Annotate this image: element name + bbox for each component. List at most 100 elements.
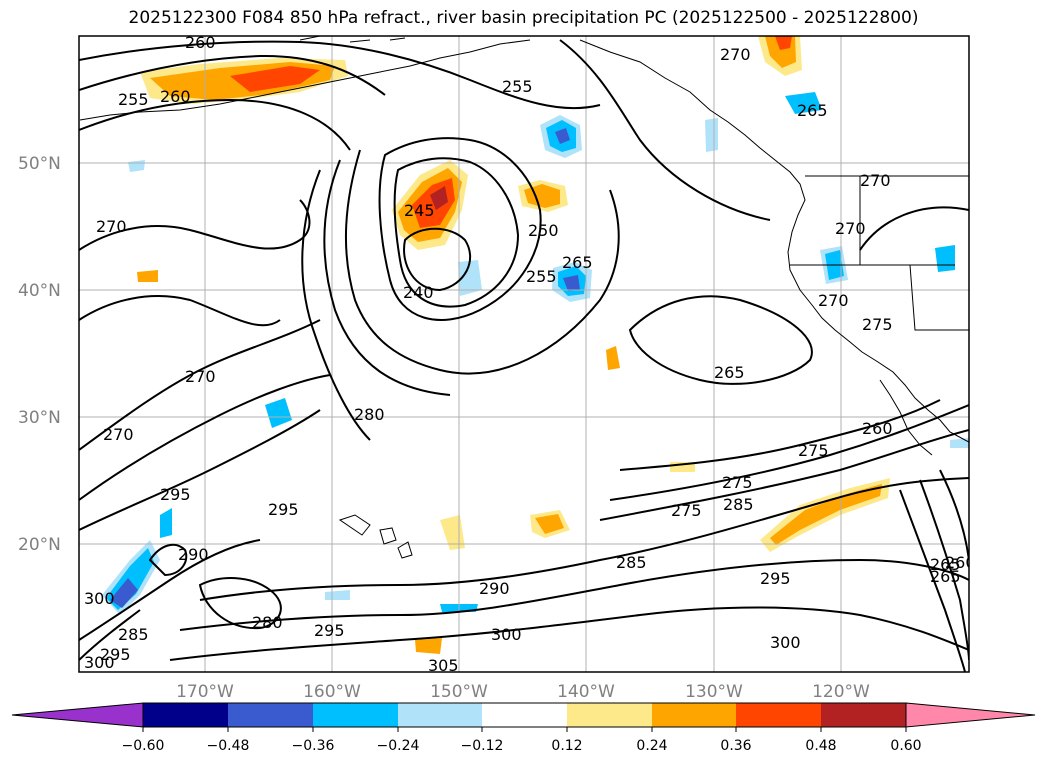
colorbar-bin <box>567 703 652 727</box>
contour-label: 270 <box>818 291 849 310</box>
negative-anomaly-patch <box>265 398 292 428</box>
positive-anomaly-patch <box>606 346 620 370</box>
contour-label: 285 <box>616 553 647 572</box>
contour-label: 295 <box>100 645 131 664</box>
positive-anomaly-patch <box>535 514 564 534</box>
colorbar-bin <box>313 703 398 727</box>
plot-area: 260 270 255 260 255 265 270 245 250 255 … <box>79 33 969 675</box>
contour-label: 270 <box>860 171 891 190</box>
baja-california <box>879 379 933 456</box>
graticule <box>79 36 969 672</box>
contour-label: 240 <box>403 283 434 302</box>
contour-label: 265 <box>930 555 961 574</box>
contour-label: 255 <box>502 77 533 96</box>
colorbar-tick-label: −0.48 <box>207 738 250 754</box>
contour-label: 295 <box>314 621 345 640</box>
negative-anomaly-patch <box>128 160 145 172</box>
negative-anomaly-patch <box>935 245 955 272</box>
positive-anomaly-patch <box>415 638 442 654</box>
positive-anomaly-patch <box>230 66 320 92</box>
contour-label: 295 <box>160 485 191 504</box>
plot-border <box>78 35 970 673</box>
colorbar-tick-label: 0.24 <box>636 738 667 754</box>
contour-label: 270 <box>103 425 134 444</box>
contour-label: 305 <box>428 656 459 675</box>
contour-label: 275 <box>671 501 702 520</box>
shaded-anomalies <box>102 36 969 654</box>
map-title: 2025122300 F084 850 hPa refract., river … <box>128 8 919 28</box>
colorbar-bin <box>482 703 567 727</box>
colorbar-tick-label: 0.48 <box>805 738 836 754</box>
positive-anomaly-patch <box>770 484 882 545</box>
latitude-labels: 50°N 40°N 30°N 20°N <box>18 154 61 555</box>
contour-label: 250 <box>528 221 559 240</box>
lat-label: 20°N <box>18 535 61 555</box>
lon-label: 130°W <box>685 682 743 702</box>
contour-label: 270 <box>835 219 866 238</box>
contour-label: 255 <box>118 90 149 109</box>
negative-anomaly-patch <box>950 438 969 448</box>
contour-label: 260 <box>862 419 893 438</box>
negative-anomaly-patch <box>325 590 350 600</box>
colorbar-tick-label: −0.36 <box>292 738 335 754</box>
contour-label: 285 <box>723 495 754 514</box>
hawaii-islands <box>338 514 413 559</box>
state-border <box>790 176 969 331</box>
negative-anomaly-patch <box>785 92 822 114</box>
contour-label: 300 <box>770 633 801 652</box>
colorbar-tick-label: 0.60 <box>890 738 921 754</box>
contour-label: 265 <box>797 101 828 120</box>
negative-anomaly-patch <box>458 260 482 296</box>
colorbar-tick-label: 0.36 <box>720 738 751 754</box>
contour-label: 290 <box>178 545 209 564</box>
contour-label: 285 <box>118 625 149 644</box>
contour-label: 290 <box>479 579 510 598</box>
lat-label: 30°N <box>18 408 61 428</box>
contour-labels: 260 270 255 260 255 265 270 245 250 255 … <box>84 33 969 675</box>
contour-label: 265 <box>930 567 961 586</box>
contour-label: 295 <box>268 500 299 519</box>
contour-label: 245 <box>404 201 435 220</box>
contour-label: 295 <box>760 569 791 588</box>
negative-anomaly-patch <box>705 118 718 152</box>
lon-label: 150°W <box>430 682 488 702</box>
contour-label: 275 <box>798 441 829 460</box>
colorbar-under-arrow <box>11 702 144 728</box>
lat-label: 40°N <box>18 281 61 301</box>
colorbar-tick-label: −0.12 <box>461 738 504 754</box>
negative-anomaly-patch <box>563 275 580 291</box>
coastlines <box>79 36 969 559</box>
north-america-coastline <box>579 39 969 443</box>
contour-label: 265 <box>714 363 745 382</box>
colorbar-tick-label: −0.24 <box>377 738 420 754</box>
colorbar-bin <box>821 703 906 727</box>
alaska-peninsula <box>79 39 531 121</box>
lon-label: 160°W <box>303 682 361 702</box>
contour-label: 260 <box>160 87 191 106</box>
refractivity-contours <box>79 39 969 672</box>
contour-label: 300 <box>84 589 115 608</box>
positive-anomaly-patch <box>137 270 158 282</box>
positive-anomaly-patch <box>430 186 448 210</box>
negative-anomaly-patch <box>110 578 138 608</box>
contour-label: 270 <box>96 217 127 236</box>
lon-label: 140°W <box>557 682 615 702</box>
contour-label: 260 <box>185 33 216 52</box>
contour-label: 270 <box>185 367 216 386</box>
colorbar: −0.60 −0.48 −0.36 −0.24 −0.12 0.12 0.24 … <box>11 702 1036 754</box>
contour-label: 275 <box>722 473 753 492</box>
colorbar-bin <box>228 703 313 727</box>
negative-anomaly-patch <box>555 128 570 144</box>
longitude-labels: 170°W 160°W 150°W 140°W 130°W 120°W <box>176 682 870 702</box>
contour-label: 275 <box>862 315 893 334</box>
colorbar-bin <box>143 703 228 727</box>
contour-label: 300 <box>491 625 522 644</box>
positive-anomaly-patch <box>775 36 792 50</box>
colorbar-bin <box>398 703 482 727</box>
contour-label: 300 <box>84 653 115 672</box>
contour-label: 255 <box>526 267 557 286</box>
colorbar-bin <box>736 703 821 727</box>
lon-label: 170°W <box>176 682 234 702</box>
contour-label: 280 <box>252 613 283 632</box>
